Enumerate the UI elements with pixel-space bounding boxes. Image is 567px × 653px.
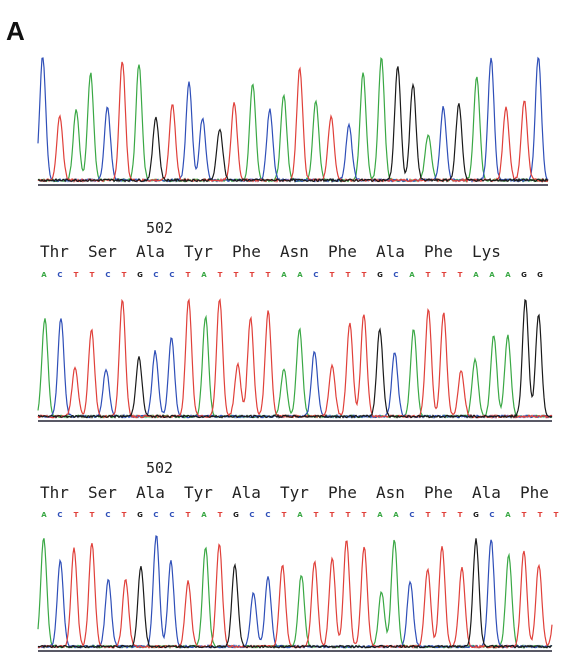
base: T bbox=[442, 271, 447, 279]
base: C bbox=[169, 511, 174, 519]
base: T bbox=[458, 511, 463, 519]
base: T bbox=[442, 511, 447, 519]
position-label: 502 bbox=[146, 219, 173, 237]
base: T bbox=[458, 271, 463, 279]
base: T bbox=[186, 511, 191, 519]
base: T bbox=[426, 271, 431, 279]
base: A bbox=[393, 511, 399, 519]
amino-acid: Phe bbox=[328, 242, 357, 261]
base: C bbox=[265, 511, 270, 519]
amino-acid: Phe bbox=[232, 242, 261, 261]
base: T bbox=[282, 511, 287, 519]
base: A bbox=[377, 511, 383, 519]
amino-acid: Ala bbox=[136, 242, 165, 261]
base: C bbox=[409, 511, 414, 519]
base: T bbox=[90, 271, 95, 279]
amino-acid: Ala bbox=[376, 242, 405, 261]
base: T bbox=[362, 271, 367, 279]
amino-acid: Ala bbox=[472, 483, 501, 502]
amino-acid: Phe bbox=[520, 483, 549, 502]
base: T bbox=[90, 511, 95, 519]
base: G bbox=[137, 511, 143, 519]
base: C bbox=[313, 271, 318, 279]
base: C bbox=[393, 271, 398, 279]
trace bbox=[38, 541, 552, 648]
base: T bbox=[218, 511, 223, 519]
panel-label: A bbox=[6, 16, 25, 46]
base: T bbox=[266, 271, 271, 279]
base: T bbox=[554, 511, 559, 519]
base: A bbox=[473, 271, 479, 279]
amino-acid: Phe bbox=[424, 483, 453, 502]
base: G bbox=[137, 271, 143, 279]
base: T bbox=[362, 511, 367, 519]
base: A bbox=[489, 271, 495, 279]
base: A bbox=[505, 511, 511, 519]
base: T bbox=[74, 271, 79, 279]
base: A bbox=[201, 271, 207, 279]
base: A bbox=[297, 271, 303, 279]
base: T bbox=[330, 271, 335, 279]
base: G bbox=[537, 271, 543, 279]
amino-acid: Phe bbox=[424, 242, 453, 261]
base: C bbox=[57, 511, 62, 519]
trace bbox=[38, 319, 552, 418]
base: C bbox=[169, 271, 174, 279]
base: C bbox=[153, 271, 158, 279]
position-label: 502 bbox=[146, 459, 173, 477]
base: T bbox=[186, 271, 191, 279]
base: A bbox=[409, 271, 415, 279]
amino-acid: Asn bbox=[280, 242, 309, 261]
base: T bbox=[426, 511, 431, 519]
base: T bbox=[314, 511, 319, 519]
trace bbox=[38, 58, 548, 181]
base: G bbox=[377, 271, 383, 279]
base: T bbox=[250, 271, 255, 279]
base: C bbox=[105, 271, 110, 279]
amino-acid: Ser bbox=[88, 483, 117, 502]
amino-acid: Tyr bbox=[184, 483, 213, 502]
amino-acid: Thr bbox=[40, 483, 69, 502]
base: T bbox=[74, 511, 79, 519]
amino-acid: Thr bbox=[40, 242, 69, 261]
trace bbox=[38, 538, 552, 647]
base: A bbox=[281, 271, 287, 279]
amino-acid: Tyr bbox=[184, 242, 213, 261]
base: G bbox=[473, 511, 479, 519]
base: C bbox=[249, 511, 254, 519]
base: T bbox=[122, 271, 127, 279]
amino-acid: Tyr bbox=[280, 483, 309, 502]
base: G bbox=[233, 511, 239, 519]
base: T bbox=[218, 271, 223, 279]
base: T bbox=[330, 511, 335, 519]
amino-acid: Phe bbox=[328, 483, 357, 502]
base: T bbox=[522, 511, 527, 519]
base: T bbox=[346, 511, 351, 519]
base: C bbox=[105, 511, 110, 519]
amino-acid: Lys bbox=[472, 242, 501, 261]
base: A bbox=[297, 511, 303, 519]
base: T bbox=[346, 271, 351, 279]
amino-acid: Ala bbox=[232, 483, 261, 502]
base: T bbox=[234, 271, 239, 279]
base: A bbox=[41, 271, 47, 279]
base: C bbox=[153, 511, 158, 519]
base: T bbox=[538, 511, 543, 519]
base: A bbox=[41, 511, 47, 519]
base: C bbox=[57, 271, 62, 279]
base: A bbox=[201, 511, 207, 519]
amino-acid: Ser bbox=[88, 242, 117, 261]
amino-acid: Asn bbox=[376, 483, 405, 502]
base: C bbox=[489, 511, 494, 519]
trace bbox=[38, 317, 552, 418]
base: G bbox=[521, 271, 527, 279]
figure: A 502 Thr Ser Ala Tyr Phe Asn Phe Ala Phe Lys A C T T C… bbox=[0, 0, 567, 653]
base: T bbox=[122, 511, 127, 519]
base: A bbox=[505, 271, 511, 279]
amino-acid: Ala bbox=[136, 483, 165, 502]
